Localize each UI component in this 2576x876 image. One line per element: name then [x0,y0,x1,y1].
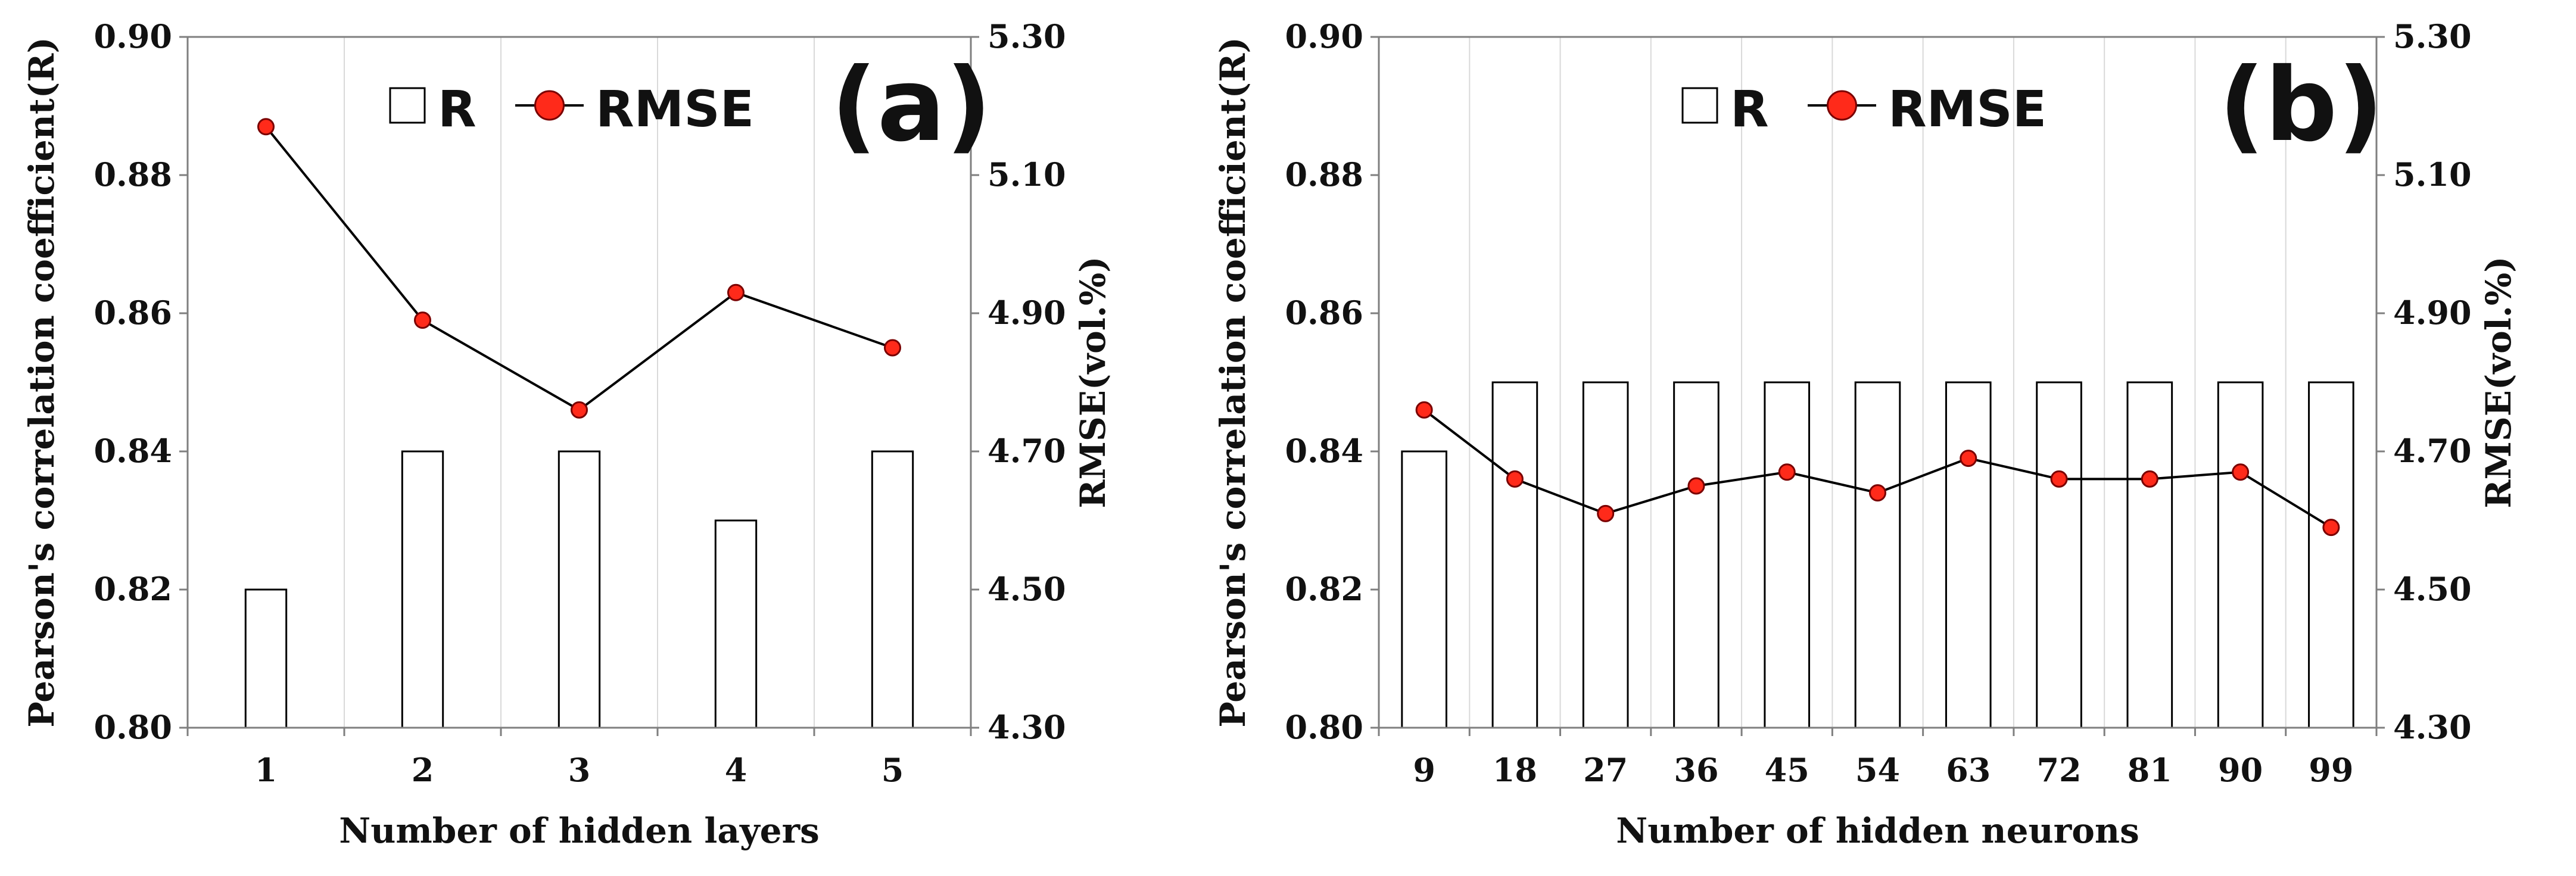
y-left-tick-label: 0.88 [1285,155,1363,194]
y-axis-title-right: RMSE(vol.%) [1073,256,1113,508]
x-tick-label: 4 [725,751,747,789]
plot-frame [186,36,972,729]
rmse-point [1869,484,1886,502]
bar-r [1491,381,1538,729]
rmse-point [2232,463,2250,481]
bar-r [244,588,288,729]
y-left-tick-label: 0.90 [94,17,172,55]
x-tick-label: 81 [2128,751,2172,789]
y-right-tick-label: 5.30 [2393,17,2472,55]
rmse-point [1778,463,1796,481]
legend-r-swatch [1681,87,1718,124]
rmse-point [727,283,745,301]
x-tick-label: 27 [1583,751,1628,789]
rmse-point [2050,470,2068,488]
y-right-tick-label: 4.30 [988,708,1066,746]
y-left-tick-label: 0.86 [1285,294,1363,332]
rmse-point [257,118,275,136]
x-tick-label: 1 [255,751,278,789]
y-left-tick-label: 0.88 [94,155,172,194]
bar-r [714,519,758,729]
y-right-tick-label: 4.70 [988,432,1066,470]
x-tick-label: 54 [1855,751,1900,789]
rmse-point [414,311,431,329]
rmse-point [1506,470,1524,488]
y-left-tick-label: 0.86 [94,294,172,332]
y-right-tick-label: 4.30 [2393,708,2472,746]
x-tick-label: 3 [568,751,591,789]
bar-r [2126,381,2173,729]
bar-r [2036,381,2082,729]
bar-r [1764,381,1811,729]
legend-r-label: R [1730,80,1769,138]
y-right-tick-label: 4.70 [2393,432,2472,470]
legend-r-swatch [389,87,426,124]
panel-label: (a) [831,46,992,164]
legend-rmse-label: RMSE [596,80,754,138]
plot-frame [1378,36,2378,729]
x-tick-label: 63 [1946,751,1991,789]
x-tick-label: 90 [2218,751,2263,789]
rmse-line [264,126,893,411]
panel-b: 0.80 0.82 0.84 0.86 0.88 0.90 4.30 4.50 4.70 4.90… [1213,17,2519,851]
bar-r [1582,381,1629,729]
y-left-tick-label: 0.82 [1285,570,1363,608]
rmse-point [2322,519,2340,537]
bar-r [2308,381,2354,729]
bar-r [1673,381,1720,729]
x-tick-label: 5 [881,751,904,789]
rmse-point [1597,504,1615,522]
y-right-tick-label: 4.90 [2393,294,2472,332]
y-right-tick-label: 5.10 [2393,155,2472,194]
rmse-point [1687,477,1705,495]
y-right-tick-label: 4.90 [988,294,1066,332]
panel-label: (b) [2219,46,2384,164]
panel-a: 0.80 0.82 0.84 0.86 0.88 0.90 4.30 4.50 4.70 4.90… [21,17,1113,851]
y-right-tick-label: 5.30 [988,17,1066,55]
bar-r [1854,381,1901,729]
y-left-tick-label: 0.80 [1285,708,1363,746]
y-left-tick-label: 0.82 [94,570,172,608]
y-right-tick-label: 4.50 [988,570,1066,608]
rmse-point [1960,450,1977,467]
x-axis-title: Number of hidden layers [339,810,820,851]
x-tick-label: 72 [2036,751,2081,789]
x-tick-label: 2 [412,751,434,789]
legend-r-label: R [438,80,476,138]
x-axis-title: Number of hidden neurons [1616,810,2139,851]
rmse-point [1415,401,1433,419]
x-tick-label: 45 [1765,751,1809,789]
bar-r [557,450,601,729]
rmse-point [2141,470,2158,488]
x-tick-label: 9 [1413,751,1435,789]
x-tick-label: 18 [1493,751,1537,789]
y-axis-title-left: Pearson's correlation coefficient(R) [21,37,62,728]
bar-r [1945,381,1992,729]
bar-r [401,450,444,729]
y-left-tick-label: 0.84 [94,432,172,470]
legend-rmse-label: RMSE [1888,80,2047,138]
legend-rmse-marker [534,90,565,121]
y-axis-title-right: RMSE(vol.%) [2478,256,2519,508]
legend-rmse-marker [1827,90,1857,121]
bar-r [871,450,914,729]
y-left-tick-label: 0.90 [1285,17,1363,55]
y-left-tick-label: 0.84 [1285,432,1363,470]
rmse-point [884,339,901,357]
bar-r [1401,450,1447,729]
x-tick-label: 99 [2309,751,2353,789]
rmse-point [571,401,588,419]
y-right-tick-label: 5.10 [988,155,1066,194]
x-tick-label: 36 [1674,751,1718,789]
y-axis-title-left: Pearson's correlation coefficient(R) [1213,37,1253,728]
bar-r [2217,381,2264,729]
y-left-tick-label: 0.80 [94,708,172,746]
y-right-tick-label: 4.50 [2393,570,2472,608]
